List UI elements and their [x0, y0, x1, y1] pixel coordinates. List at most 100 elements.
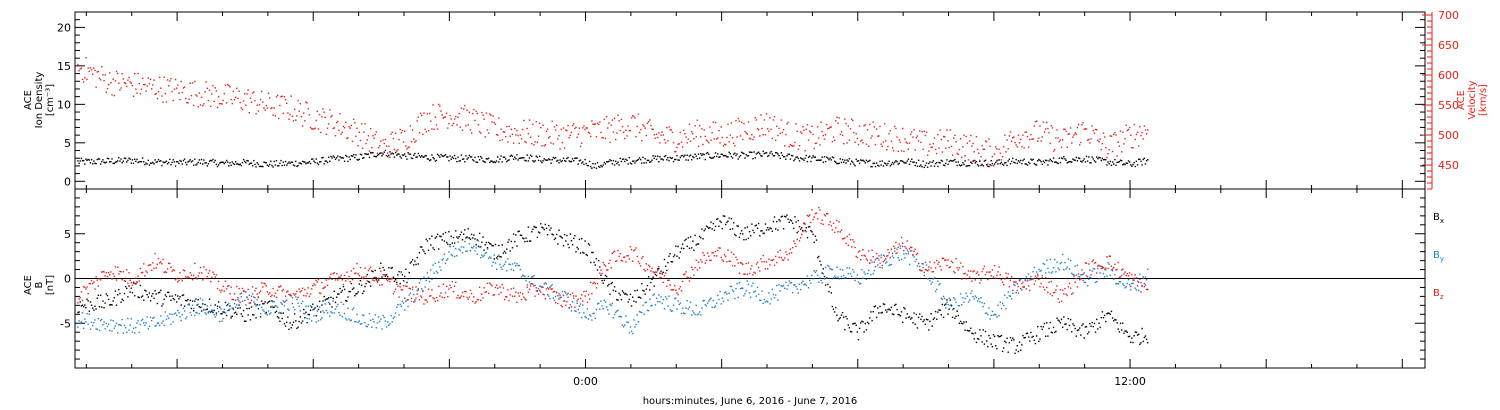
bz-point: [760, 258, 762, 260]
velocity-point: [300, 115, 303, 118]
by-point: [97, 317, 100, 320]
velocity-point: [289, 113, 291, 116]
density-point: [149, 162, 152, 164]
bx-point: [1057, 319, 1059, 321]
by-point: [1115, 283, 1117, 285]
velocity-point: [658, 132, 660, 134]
velocity-point: [600, 131, 602, 134]
bx-point: [427, 249, 430, 252]
bx-point: [626, 294, 628, 296]
by-point: [1046, 259, 1048, 261]
density-point: [770, 150, 772, 153]
velocity-point: [189, 82, 191, 85]
bz-point: [338, 276, 340, 278]
velocity-point: [351, 140, 354, 143]
by-point: [1136, 280, 1139, 283]
bx-point: [878, 312, 880, 314]
bx-point: [889, 309, 891, 311]
bz-point: [371, 277, 373, 280]
bx-point: [95, 308, 97, 310]
bx-point: [740, 230, 743, 232]
density-point: [848, 158, 851, 160]
velocity-point: [364, 123, 366, 125]
velocity-point: [1105, 146, 1107, 149]
velocity-point: [700, 136, 702, 138]
by-point: [801, 282, 803, 284]
bx-point: [225, 314, 228, 317]
bx-point: [562, 245, 565, 247]
bx-point: [514, 240, 516, 243]
density-point: [316, 162, 319, 164]
velocity-point: [835, 120, 837, 122]
bx-point: [987, 345, 989, 348]
bz-point: [862, 249, 864, 251]
velocity-point: [762, 134, 764, 136]
by-point: [467, 237, 469, 239]
bx-point: [904, 308, 906, 310]
bz-point: [172, 269, 174, 271]
bz-point: [84, 286, 86, 289]
bz-point: [1035, 277, 1038, 279]
by-point: [679, 302, 682, 304]
bz-point: [739, 262, 742, 264]
by-point: [709, 298, 711, 301]
bx-point: [1021, 344, 1023, 346]
velocity-point: [917, 140, 920, 142]
bz-point: [846, 235, 848, 238]
by-point: [703, 299, 705, 302]
legend-by: By: [1433, 250, 1444, 263]
bz-point: [1001, 281, 1004, 283]
bz-point: [1015, 291, 1017, 294]
bz-point: [687, 277, 690, 279]
by-point: [423, 276, 425, 278]
bz-point: [1078, 279, 1081, 281]
density-point: [1055, 161, 1057, 163]
density-point: [1048, 160, 1050, 162]
bx-point: [540, 223, 542, 225]
bz-point: [399, 286, 401, 288]
bz-point: [903, 249, 905, 252]
velocity-point: [175, 87, 178, 89]
by-point: [525, 279, 527, 282]
bz-point: [763, 260, 766, 263]
by-point: [194, 314, 196, 317]
velocity-axis-title-line: [km/s]: [1478, 84, 1489, 116]
density-point: [894, 161, 896, 163]
by-point: [759, 299, 761, 302]
by-point: [833, 275, 836, 277]
bx-point: [183, 305, 186, 307]
by-point: [259, 312, 262, 315]
by-point: [908, 263, 911, 266]
by-point: [983, 302, 986, 305]
by-point: [617, 309, 619, 312]
density-point: [1110, 164, 1113, 166]
density-point: [887, 162, 889, 165]
by-point: [1102, 272, 1105, 275]
density-point: [854, 164, 856, 167]
density-point: [796, 156, 798, 158]
bz-point: [529, 285, 532, 287]
density-point: [839, 158, 842, 160]
velocity-point: [507, 141, 509, 143]
bx-point: [495, 257, 498, 259]
bz-point: [932, 270, 935, 273]
velocity-point: [937, 133, 939, 136]
velocity-point: [908, 142, 911, 144]
by-point: [600, 300, 602, 302]
density-point: [366, 153, 368, 156]
density-point: [683, 156, 685, 158]
bx-point: [1103, 314, 1106, 317]
bx-point: [891, 313, 894, 315]
velocity-point: [491, 121, 493, 123]
bx-point: [407, 277, 409, 280]
bx-point: [620, 298, 623, 301]
bx-point: [548, 224, 550, 227]
velocity-point: [469, 129, 472, 131]
density-point: [516, 154, 518, 156]
by-point: [571, 301, 574, 303]
bz-point: [1126, 272, 1129, 275]
by-point: [827, 264, 829, 267]
velocity-point: [580, 142, 583, 144]
bx-point: [599, 266, 601, 268]
bz-point: [655, 271, 658, 273]
